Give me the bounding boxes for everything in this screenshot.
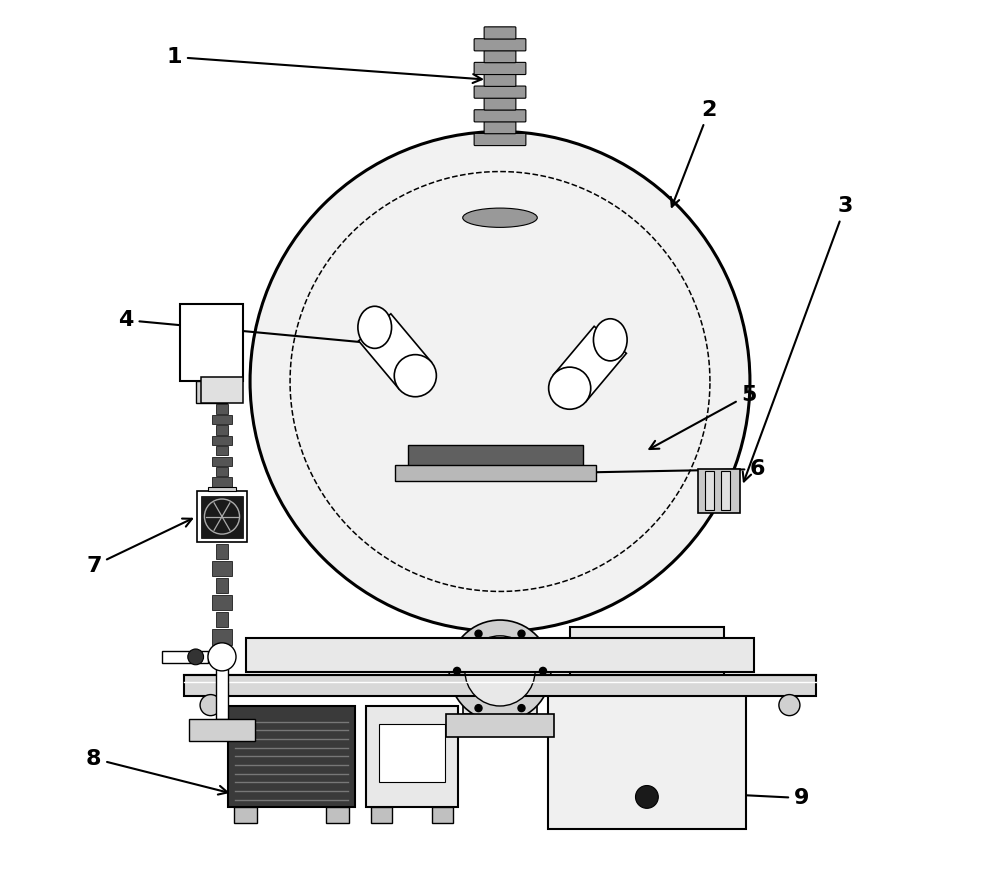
Bar	[698, 468, 740, 512]
Bar	[212, 477, 232, 487]
Circle shape	[454, 667, 461, 674]
Bar	[366, 706, 458, 807]
Bar	[197, 491, 247, 542]
Bar	[379, 724, 445, 782]
FancyBboxPatch shape	[474, 86, 526, 98]
Bar	[432, 807, 453, 823]
FancyBboxPatch shape	[474, 39, 526, 51]
Bar	[228, 706, 355, 807]
Bar	[216, 669, 228, 719]
Text: 5: 5	[649, 385, 757, 449]
Bar	[216, 404, 228, 414]
Text: 4: 4	[119, 310, 376, 347]
Bar	[234, 807, 257, 823]
Polygon shape	[554, 326, 626, 402]
Circle shape	[518, 631, 525, 638]
Text: 7: 7	[86, 518, 192, 575]
Bar	[721, 471, 730, 510]
Text: 1: 1	[167, 47, 482, 83]
Ellipse shape	[358, 306, 392, 348]
Bar	[212, 560, 232, 576]
Ellipse shape	[394, 354, 436, 396]
Text: 8: 8	[86, 749, 228, 795]
Bar	[216, 578, 228, 593]
Bar	[326, 807, 349, 823]
Bar	[216, 612, 228, 628]
Bar	[212, 457, 232, 466]
Text: 9: 9	[553, 781, 809, 808]
Circle shape	[449, 620, 551, 722]
FancyBboxPatch shape	[484, 75, 516, 86]
Bar	[212, 436, 232, 446]
Text: 6: 6	[551, 460, 765, 479]
Bar	[196, 381, 227, 403]
Bar	[189, 719, 255, 741]
Bar	[212, 595, 232, 610]
Polygon shape	[359, 314, 431, 389]
Circle shape	[475, 631, 482, 638]
Bar	[705, 471, 714, 510]
Bar	[212, 415, 232, 424]
Bar	[395, 465, 596, 481]
Circle shape	[465, 636, 535, 706]
Bar	[246, 638, 754, 672]
Bar	[446, 714, 554, 737]
Bar	[212, 629, 232, 645]
Circle shape	[200, 695, 221, 716]
Bar	[180, 304, 243, 381]
FancyBboxPatch shape	[484, 98, 516, 111]
Bar	[216, 425, 228, 435]
Circle shape	[188, 649, 204, 665]
Bar	[488, 26, 512, 145]
Circle shape	[475, 704, 482, 711]
Text: 2: 2	[671, 100, 717, 207]
Bar	[184, 675, 816, 696]
FancyBboxPatch shape	[484, 122, 516, 134]
Bar	[216, 446, 228, 455]
Ellipse shape	[549, 367, 591, 410]
Ellipse shape	[463, 208, 537, 227]
Circle shape	[518, 704, 525, 711]
Bar	[463, 645, 537, 714]
Bar	[201, 377, 243, 403]
Circle shape	[539, 667, 546, 674]
Circle shape	[250, 132, 750, 631]
FancyBboxPatch shape	[474, 110, 526, 122]
Bar	[208, 487, 236, 491]
Bar	[162, 651, 208, 663]
Bar	[548, 684, 746, 829]
Circle shape	[208, 643, 236, 671]
Circle shape	[779, 695, 800, 716]
Bar	[570, 627, 724, 684]
Bar	[216, 467, 228, 476]
FancyBboxPatch shape	[484, 51, 516, 63]
Bar	[216, 544, 228, 560]
FancyBboxPatch shape	[484, 27, 516, 39]
Bar	[201, 496, 243, 538]
Bar	[408, 445, 583, 467]
FancyBboxPatch shape	[474, 133, 526, 146]
Circle shape	[635, 786, 658, 809]
Ellipse shape	[593, 318, 627, 360]
FancyBboxPatch shape	[474, 62, 526, 75]
Bar	[371, 807, 392, 823]
Text: 3: 3	[743, 196, 853, 481]
